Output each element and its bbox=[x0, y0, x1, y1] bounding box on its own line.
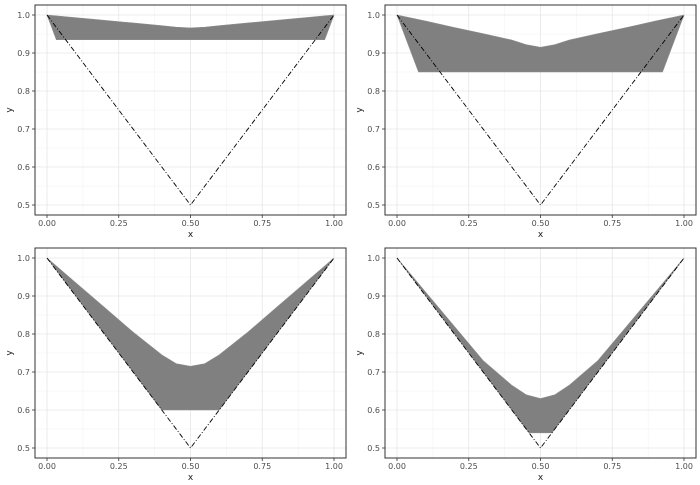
x-axis-title: x bbox=[538, 230, 544, 240]
y-tick-label: 0.5 bbox=[17, 201, 30, 210]
x-tick-label: 0.00 bbox=[388, 462, 406, 471]
y-tick-label: 0.7 bbox=[367, 125, 380, 134]
y-tick-label: 0.8 bbox=[367, 87, 380, 96]
x-tick-label: 0.50 bbox=[532, 219, 550, 228]
x-axis-title: x bbox=[538, 473, 544, 483]
x-tick-label: 0.75 bbox=[603, 219, 621, 228]
y-axis-title: y bbox=[5, 107, 15, 113]
y-tick-label: 0.8 bbox=[17, 87, 30, 96]
chart-panel-4: 0.00 0.25 0.50 0.75 1.00 0.5 0.6 0.7 0.8 0.9 1.0 x y bbox=[355, 247, 697, 483]
y-tick-label: 0.6 bbox=[367, 163, 380, 172]
y-tick-label: 1.0 bbox=[17, 11, 30, 20]
y-axis-title: y bbox=[355, 350, 365, 356]
x-axis-title: x bbox=[188, 230, 194, 240]
shaded-band bbox=[396, 14, 685, 73]
x-tick-label: 0.75 bbox=[253, 219, 271, 228]
chart-panel-2: 0.00 0.25 0.50 0.75 1.00 0.5 0.6 0.7 0.8 0.9 1.0 x y bbox=[355, 4, 697, 240]
x-axis-title: x bbox=[188, 473, 194, 483]
y-tick-label: 0.8 bbox=[17, 330, 30, 339]
y-tick-label: 0.7 bbox=[367, 368, 380, 377]
y-tick-label: 0.9 bbox=[17, 292, 30, 301]
x-tick-label: 0.50 bbox=[182, 219, 200, 228]
y-tick-label: 0.9 bbox=[367, 292, 380, 301]
shaded-band bbox=[396, 257, 685, 434]
shaded-band bbox=[46, 14, 335, 40]
x-tick-label: 0.25 bbox=[460, 219, 478, 228]
x-tick-label: 0.50 bbox=[532, 462, 550, 471]
x-tick-label: 0.75 bbox=[253, 462, 271, 471]
x-tick-label: 0.00 bbox=[388, 219, 406, 228]
y-tick-label: 1.0 bbox=[17, 254, 30, 263]
y-tick-label: 0.5 bbox=[17, 444, 30, 453]
y-tick-label: 0.6 bbox=[17, 163, 30, 172]
chart-panel-3: 0.00 0.25 0.50 0.75 1.00 0.5 0.6 0.7 0.8 0.9 1.0 x y bbox=[5, 247, 347, 483]
chart-panel-1: 0.00 0.25 0.50 0.75 1.00 0.5 0.6 0.7 0.8 0.9 1.0 x y bbox=[5, 4, 347, 240]
y-axis-title: y bbox=[355, 107, 365, 113]
x-tick-label: 0.25 bbox=[110, 219, 128, 228]
y-tick-label: 0.5 bbox=[367, 444, 380, 453]
y-tick-label: 0.6 bbox=[367, 406, 380, 415]
x-tick-label: 1.00 bbox=[325, 462, 343, 471]
x-tick-label: 0.00 bbox=[38, 219, 56, 228]
y-tick-label: 0.8 bbox=[367, 330, 380, 339]
x-tick-label: 0.25 bbox=[110, 462, 128, 471]
x-tick-label: 0.75 bbox=[603, 462, 621, 471]
y-tick-label: 0.9 bbox=[367, 49, 380, 58]
y-tick-label: 1.0 bbox=[367, 254, 380, 263]
x-tick-label: 0.50 bbox=[182, 462, 200, 471]
y-tick-label: 0.7 bbox=[17, 125, 30, 134]
y-tick-label: 1.0 bbox=[367, 11, 380, 20]
y-tick-label: 0.5 bbox=[367, 201, 380, 210]
y-axis-title: y bbox=[5, 350, 15, 356]
x-tick-label: 1.00 bbox=[675, 219, 693, 228]
y-tick-label: 0.7 bbox=[17, 368, 30, 377]
y-tick-label: 0.6 bbox=[17, 406, 30, 415]
x-tick-label: 0.25 bbox=[460, 462, 478, 471]
x-tick-label: 1.00 bbox=[675, 462, 693, 471]
x-tick-label: 0.00 bbox=[38, 462, 56, 471]
y-tick-label: 0.9 bbox=[17, 49, 30, 58]
x-tick-label: 1.00 bbox=[325, 219, 343, 228]
